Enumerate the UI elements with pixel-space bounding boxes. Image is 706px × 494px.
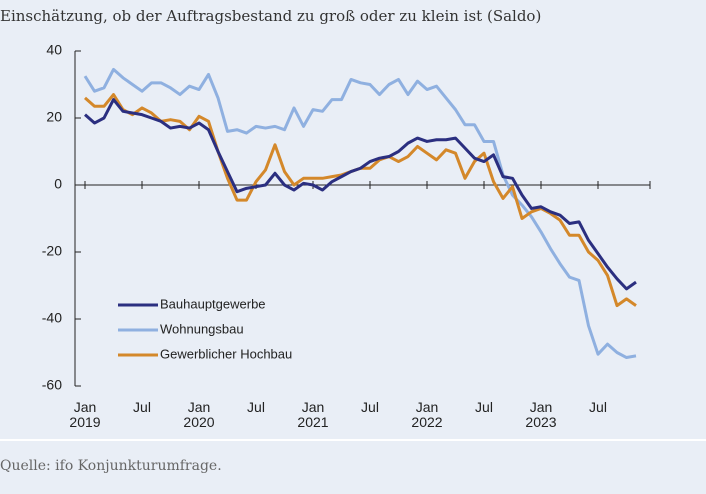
x-tick-label: Jan 2020 <box>183 399 215 430</box>
y-tick-label: -60 <box>42 377 62 393</box>
y-tick-label: -40 <box>42 310 62 326</box>
legend-label: Bauhauptgewerbe <box>160 296 266 311</box>
x-tick-label: Jul <box>247 399 265 415</box>
legend-label: Wohnungsbau <box>160 321 244 336</box>
x-tick-label: Jul <box>589 399 607 415</box>
y-tick-label: -20 <box>42 243 62 259</box>
x-tick-label: Jul <box>475 399 493 415</box>
y-tick-label: 20 <box>46 109 62 125</box>
y-tick-label: 0 <box>54 176 62 192</box>
x-tick-label: Jul <box>133 399 151 415</box>
subtitle: Einschätzung, ob der Auftragsbestand zu … <box>0 7 541 25</box>
x-tick-label: Jan 2019 <box>69 399 101 430</box>
x-tick-label: Jan 2022 <box>411 399 443 430</box>
x-tick-label: Jan 2021 <box>297 399 329 430</box>
x-tick-label: Jan 2023 <box>525 399 557 430</box>
y-tick-label: 40 <box>46 42 62 58</box>
series-line <box>83 67 637 360</box>
source: Quelle: ifo Konjunkturumfrage. <box>0 458 222 474</box>
series-line <box>84 98 637 291</box>
x-tick-label: Jul <box>361 399 379 415</box>
legend-label: Gewerblicher Hochbau <box>160 346 292 361</box>
